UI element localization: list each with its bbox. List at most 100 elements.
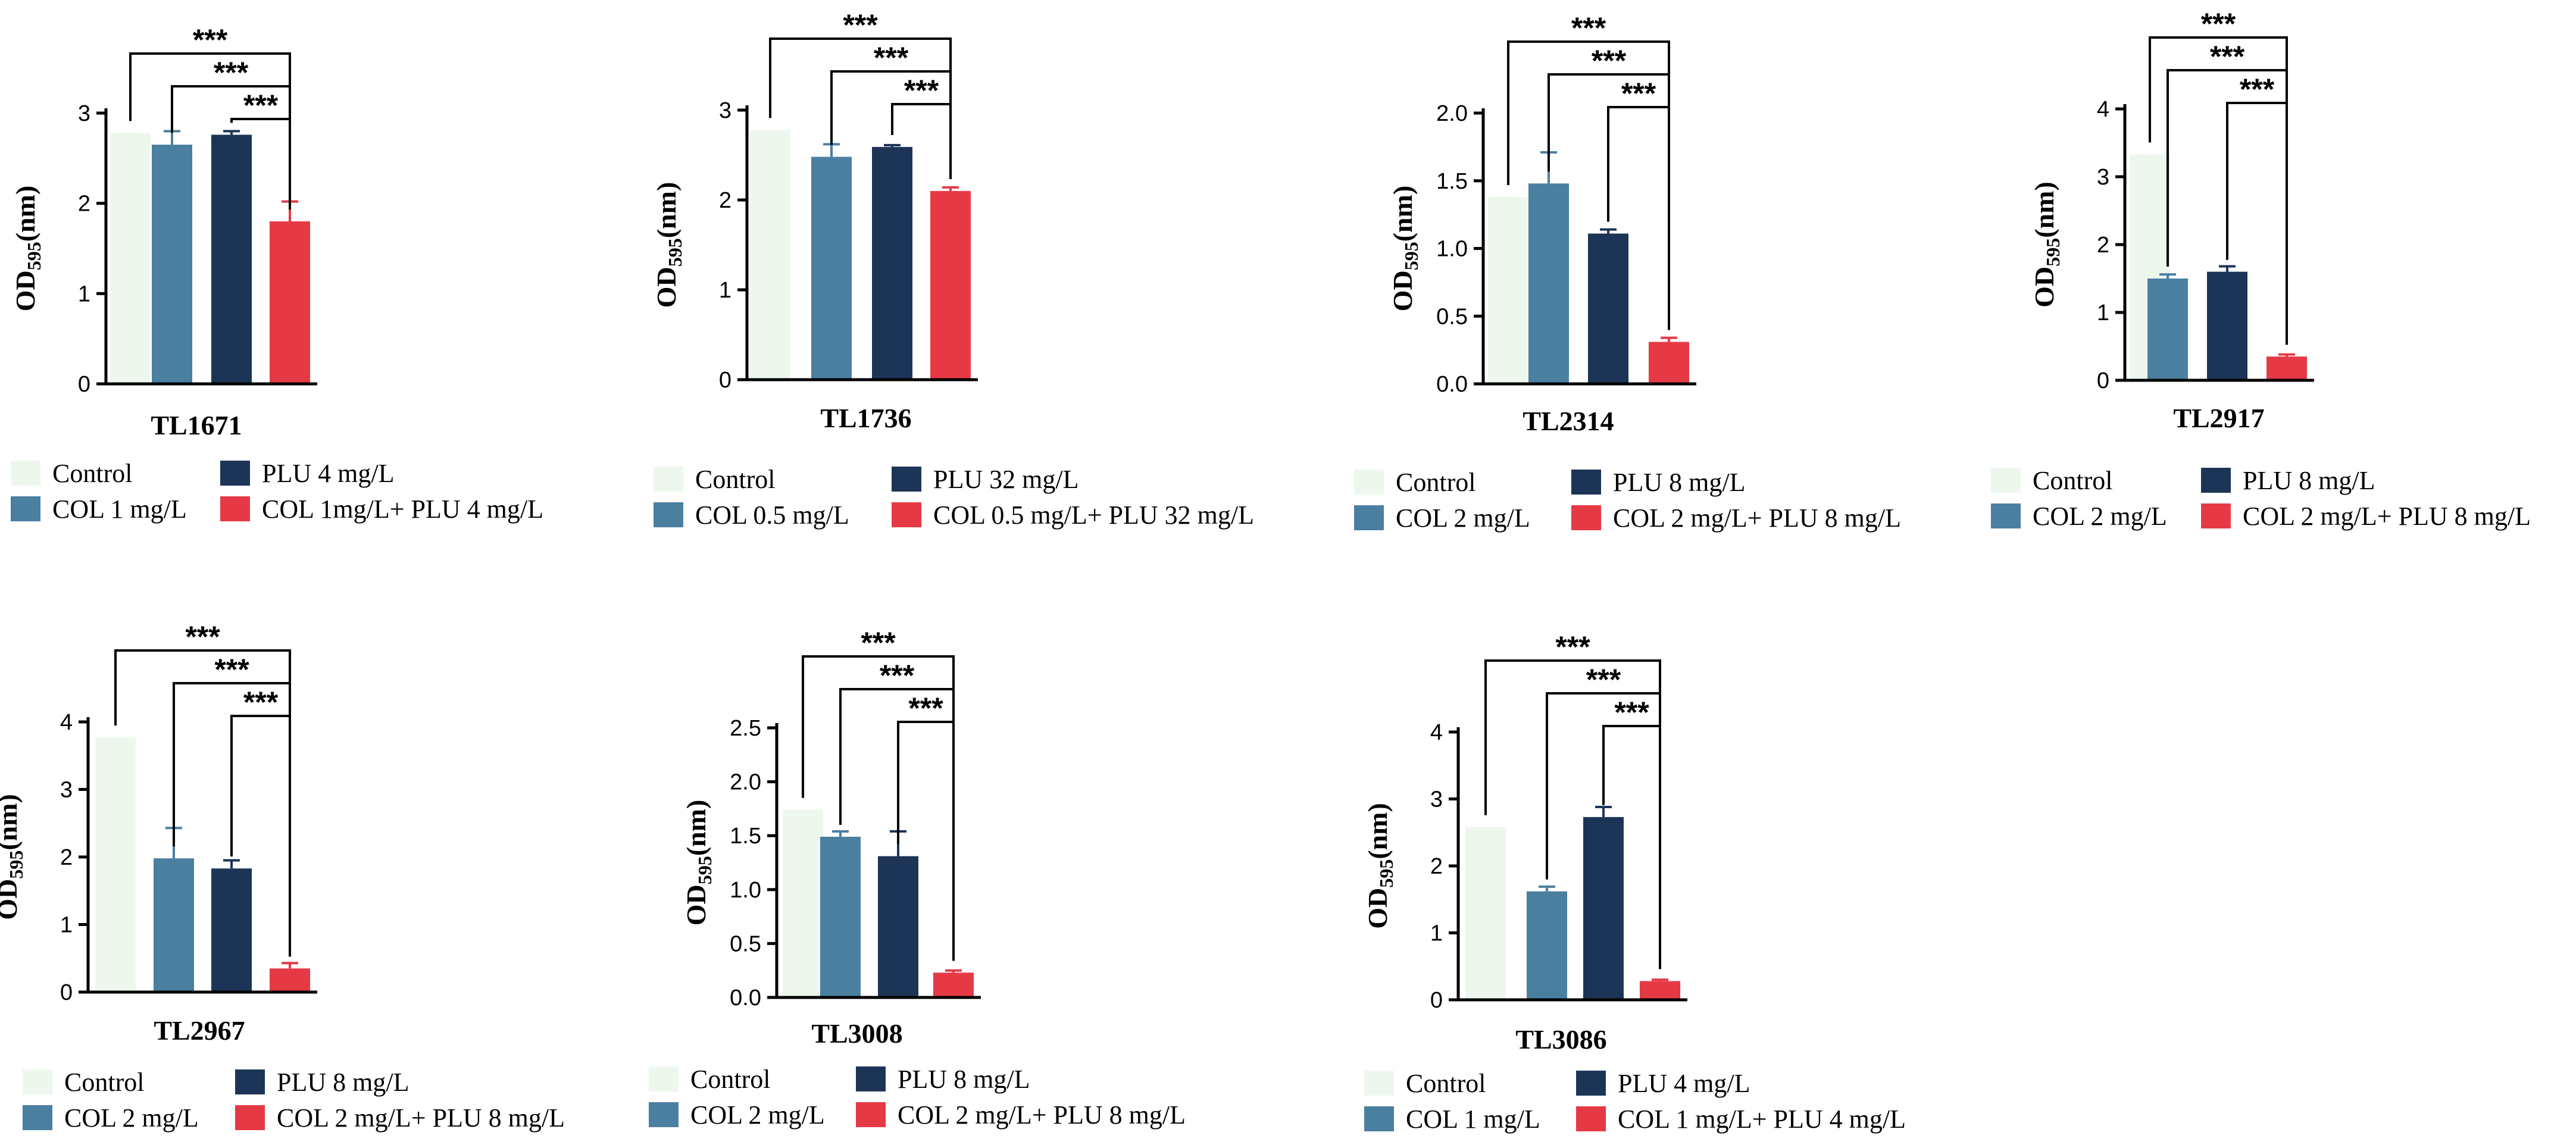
y-tick-label: 2 (78, 192, 90, 217)
legend-swatch-control (654, 467, 683, 492)
chart-title: TL2314 (1523, 406, 1614, 436)
legend-swatch-combo (1571, 505, 1601, 530)
legend-label-combo: COL 2 mg/L+ PLU 8 mg/L (277, 1103, 565, 1133)
significance-stars: *** (1614, 696, 1649, 729)
legend-label-col: COL 1 mg/L (1406, 1105, 1540, 1134)
bar-combo (2266, 356, 2307, 380)
error-bar-col (823, 143, 840, 157)
legend-swatch-col (1364, 1106, 1394, 1131)
legend-swatch-combo (856, 1102, 886, 1127)
y-axis-label: OD595(nm) (0, 794, 27, 920)
y-label-main: OD (651, 267, 681, 308)
significance-stars: *** (880, 659, 915, 692)
significance-stars: *** (1592, 44, 1627, 77)
legend-label-plu: PLU 8 mg/L (277, 1068, 409, 1097)
significance-stars: *** (243, 89, 279, 122)
significance-stars: *** (908, 692, 943, 725)
y-tick-label: 1.0 (730, 878, 761, 903)
chart-title: TL2917 (2173, 403, 2264, 433)
bar-col (154, 858, 194, 992)
bar-col (1528, 183, 1569, 384)
significance-bracket (2226, 102, 2288, 345)
bar-combo (933, 972, 974, 997)
y-tick-label: 2.5 (730, 716, 761, 741)
error-bar-combo (282, 962, 298, 969)
legend-label-combo: COL 0.5 mg/L+ PLU 32 mg/L (933, 501, 1254, 530)
y-tick-label: 4 (2097, 97, 2109, 122)
legend-swatch-control (23, 1069, 52, 1094)
legend-label-combo: COL 2 mg/L+ PLU 8 mg/L (898, 1100, 1186, 1130)
error-bar-col (1539, 885, 1555, 892)
y-label-subscript: 595 (1400, 242, 1422, 270)
legend-label-col: COL 2 mg/L (64, 1103, 199, 1133)
bar-plu (1588, 233, 1628, 384)
significance-stars: *** (2201, 7, 2236, 40)
significance-stars: *** (214, 56, 249, 89)
y-label-unit: (nm) (10, 186, 40, 242)
bar-col (811, 157, 852, 380)
y-axis-label: OD595(nm) (2029, 182, 2064, 308)
legend-label-combo: COL 1mg/L+ PLU 4 mg/L (262, 495, 543, 524)
significance-bracket (1607, 106, 1670, 330)
bar-col (2147, 279, 2188, 380)
legend-label-control: Control (52, 459, 132, 488)
error-bar-combo (2278, 353, 2295, 357)
bar-control (783, 809, 823, 997)
legend-swatch-plu (2201, 468, 2231, 493)
y-tick-label: 1 (78, 281, 90, 306)
chart-title: TL3086 (1515, 1024, 1606, 1055)
bar-combo (270, 221, 310, 384)
bar-plu (2207, 271, 2247, 380)
legend-label-col: COL 0.5 mg/L (695, 501, 849, 530)
legend-swatch-col (654, 502, 683, 527)
bar-plu (211, 868, 252, 992)
y-label-subscript: 595 (1375, 859, 1397, 888)
chart-title: TL2967 (154, 1015, 245, 1046)
legend-swatch-plu (1576, 1071, 1606, 1096)
y-axis-label: OD595(nm) (1362, 803, 1397, 929)
y-label-subscript: 595 (694, 856, 715, 884)
chart-title: TL3008 (811, 1018, 902, 1049)
y-label-subscript: 595 (23, 242, 45, 270)
y-axis-label: OD595(nm) (681, 800, 715, 926)
legend-swatch-control (649, 1066, 679, 1091)
legend-label-col: COL 2 mg/L (1396, 503, 1530, 533)
bar-control (1465, 827, 1506, 1000)
y-tick-label: 3 (719, 98, 731, 123)
legend-label-plu: PLU 32 mg/L (933, 465, 1078, 494)
y-label-subscript: 595 (664, 238, 686, 267)
bar-col (820, 837, 861, 997)
y-axis-label: OD595(nm) (10, 186, 45, 312)
significance-bracket (1602, 725, 1661, 969)
y-tick-label: 2.0 (1436, 101, 1468, 126)
bar-plu (878, 856, 918, 997)
legend-swatch-col (11, 496, 40, 521)
y-tick-label: 1.5 (730, 824, 761, 849)
y-label-main: OD (1387, 270, 1418, 311)
error-bar-plu (223, 130, 240, 135)
y-tick-label: 2 (2097, 233, 2109, 258)
significance-bracket (769, 37, 952, 179)
y-tick-label: 1.0 (1436, 237, 1468, 262)
significance-stars: *** (185, 620, 220, 653)
y-tick-label: 0 (60, 980, 73, 1005)
y-tick-label: 2 (719, 188, 731, 213)
significance-stars: *** (2210, 40, 2245, 73)
bar-combo (1649, 342, 1689, 384)
y-label-subscript: 595 (5, 850, 27, 879)
legend-label-control: Control (695, 465, 775, 494)
chart-title: TL1671 (151, 410, 242, 440)
y-tick-label: 3 (60, 778, 73, 803)
significance-bracket (230, 715, 291, 957)
y-tick-label: 0 (719, 368, 731, 393)
significance-stars: *** (843, 8, 878, 42)
bar-control (1488, 197, 1528, 384)
y-tick-label: 1.5 (1436, 169, 1468, 194)
significance-bracket (891, 103, 952, 179)
chart-title: TL1736 (820, 403, 911, 433)
legend-swatch-col (1354, 505, 1384, 530)
legend-swatch-plu (892, 467, 921, 492)
legend-swatch-control (1364, 1071, 1394, 1096)
